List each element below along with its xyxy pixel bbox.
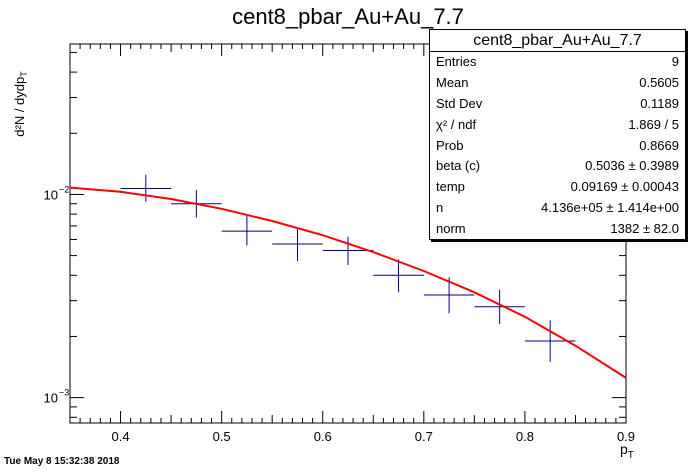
stats-label: n bbox=[436, 200, 444, 216]
stats-label: Std Dev bbox=[436, 95, 483, 111]
stats-value: 9 bbox=[671, 54, 679, 69]
chart-title: cent8_pbar_Au+Au_7.7 bbox=[232, 4, 464, 29]
stats-row: norm 1382 ± 82.0 bbox=[430, 219, 685, 240]
data-point bbox=[474, 289, 525, 325]
x-axis-label: pT bbox=[620, 441, 634, 461]
y-tick-exponent: −2 bbox=[59, 184, 69, 194]
data-point bbox=[272, 228, 323, 262]
stats-value: 0.5605 bbox=[639, 74, 679, 90]
stats-title: cent8_pbar_Au+Au_7.7 bbox=[430, 30, 685, 52]
x-tick-label: 0.8 bbox=[516, 429, 534, 444]
stats-value: 4.136e+05 ± 1.414e+00 bbox=[541, 200, 679, 216]
fit-curve bbox=[69, 186, 627, 379]
data-point bbox=[120, 174, 172, 202]
data-point bbox=[423, 277, 475, 314]
stats-row: Mean 0.5605 bbox=[430, 73, 685, 94]
x-tick-label: 0.4 bbox=[112, 429, 130, 444]
y-tick-label: 10 bbox=[44, 391, 58, 406]
stats-row: Std Dev 0.1189 bbox=[430, 94, 685, 115]
x-tick-label: 0.6 bbox=[314, 429, 332, 444]
stats-row: χ² / ndf 1.869 / 5 bbox=[430, 115, 685, 136]
timestamp: Tue May 8 15:32:38 2018 bbox=[4, 456, 120, 467]
stats-label: Prob bbox=[436, 137, 464, 153]
stats-value: 1382 ± 82.0 bbox=[610, 221, 679, 237]
stats-value: 0.5036 ± 0.3989 bbox=[585, 158, 679, 174]
stats-label: χ² / ndf bbox=[436, 116, 477, 132]
data-point bbox=[373, 259, 424, 293]
stats-label: temp bbox=[436, 179, 465, 195]
stats-row: Entries 9 bbox=[430, 52, 685, 73]
stats-value: 1.869 / 5 bbox=[628, 116, 679, 132]
stats-row: Prob 0.8669 bbox=[430, 136, 685, 157]
stats-row: n 4.136e+05 ± 1.414e+00 bbox=[430, 198, 685, 219]
stats-value: 0.09169 ± 0.00043 bbox=[570, 179, 679, 195]
y-axis-label: d²N / dydpT bbox=[12, 71, 29, 137]
x-tick-label: 0.9 bbox=[617, 429, 635, 444]
data-point bbox=[221, 215, 273, 246]
stats-label: Mean bbox=[436, 74, 469, 90]
stats-row: beta (c) 0.5036 ± 0.3989 bbox=[430, 156, 685, 177]
x-tick-label: 0.7 bbox=[415, 429, 433, 444]
y-tick-exponent: −3 bbox=[59, 388, 69, 398]
stats-box: cent8_pbar_Au+Au_7.7 Entries 9 Mean 0.5605 S… bbox=[429, 29, 686, 240]
stats-label: beta (c) bbox=[436, 158, 481, 174]
stats-label: norm bbox=[436, 221, 466, 237]
stats-label: Entries bbox=[436, 54, 477, 69]
stats-value: 0.8669 bbox=[639, 137, 679, 153]
x-tick-label: 0.5 bbox=[213, 429, 231, 444]
stats-value: 0.1189 bbox=[640, 95, 679, 111]
stats-row: temp 0.09169 ± 0.00043 bbox=[430, 177, 685, 198]
y-tick-label: 10 bbox=[44, 187, 58, 202]
data-point bbox=[322, 236, 374, 265]
